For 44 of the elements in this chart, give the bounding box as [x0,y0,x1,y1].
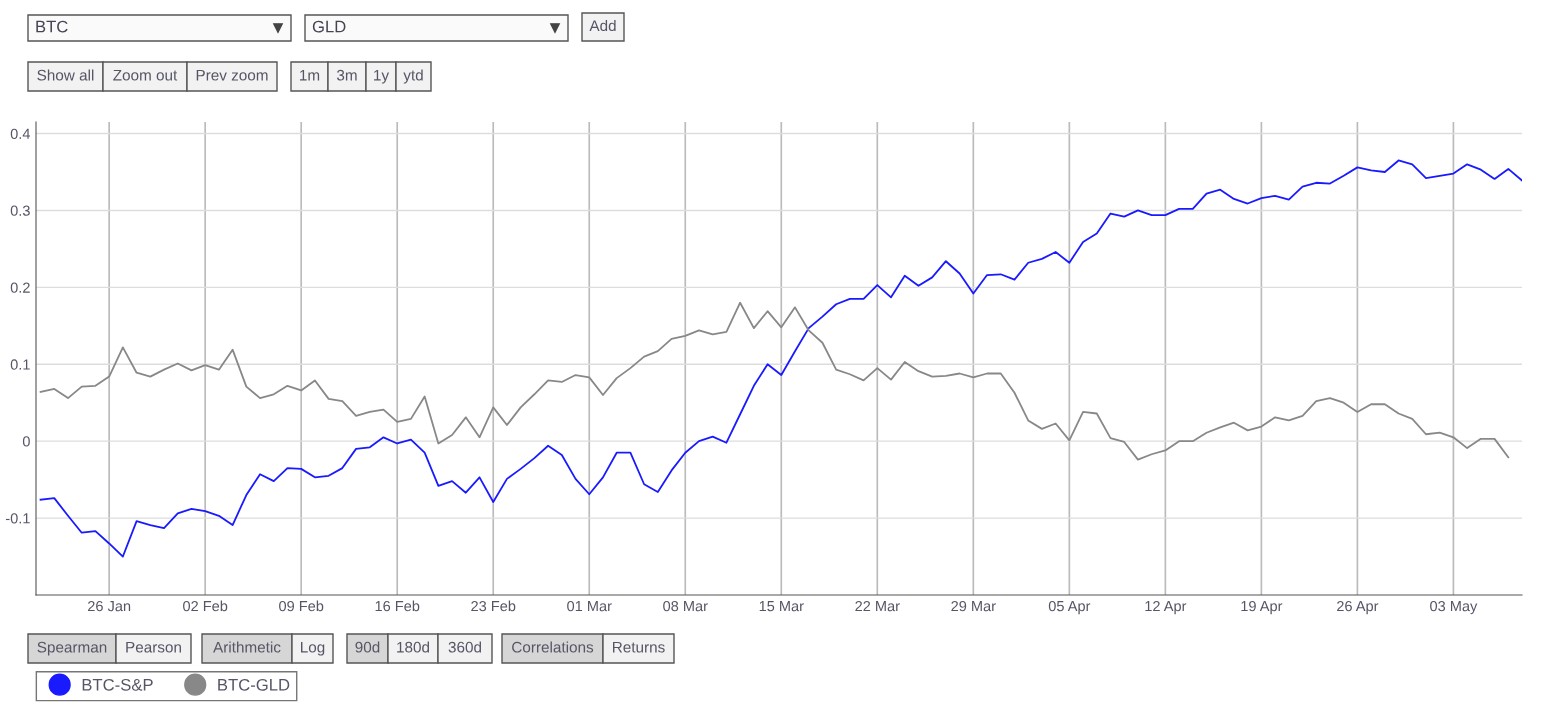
x-tick-label: 29 Mar [951,600,996,612]
x-tick-label: 01 Mar [567,600,612,612]
x-tick-label: 19 Apr [1241,600,1283,615]
x-tick-label: 26 Jan [88,600,131,612]
x-tick-label: 22 Mar [855,600,900,612]
x-tick-label: 02 Feb [183,600,228,612]
x-tick-label: 08 Mar [663,600,708,612]
x-tick-label: 09 Feb [279,600,324,612]
y-tick-label: 0.2 [10,282,30,293]
y-tick-label: 0.3 [10,205,30,216]
x-tick-label: 05 Apr [1048,600,1091,615]
legend-label: BTC-S&P [82,678,153,691]
text: 1m [300,69,320,81]
text: 3m [336,69,357,81]
text: BTC [36,20,68,33]
text: 180d [397,641,430,653]
y-tick-label: 0.1 [10,359,30,370]
text: 1y [374,69,390,84]
text: 90d [355,641,380,653]
text: GLD [312,20,346,33]
text: ytd [403,69,423,84]
text: Add [589,19,616,32]
text: Zoom out [113,69,178,81]
y-tick-label: 0 [22,436,30,447]
x-tick-label: 15 Mar [759,601,804,612]
text: Correlations [512,641,594,653]
y-tick-label: -0.1 [5,513,30,524]
text: Arithmetic [213,641,281,653]
x-tick-label: 03 May [1430,600,1478,615]
text: 360d [448,641,482,653]
text: Show all [37,69,94,81]
legend-label: BTC-GLD [218,678,290,691]
y-tick-label: 0.4 [10,128,31,139]
x-tick-label: 26 Apr [1337,600,1379,615]
x-tick-label: 23 Feb [471,600,516,612]
text: Returns [613,641,665,653]
line-series [39,301,1510,461]
text: Log [301,641,325,656]
text: Prev zoom [196,69,268,81]
text: Pearson [126,641,181,653]
x-tick-label: 16 Feb [375,600,420,612]
x-tick-label: 12 Apr [1145,600,1187,615]
text: Spearman [37,641,107,656]
line-series [39,159,1522,558]
